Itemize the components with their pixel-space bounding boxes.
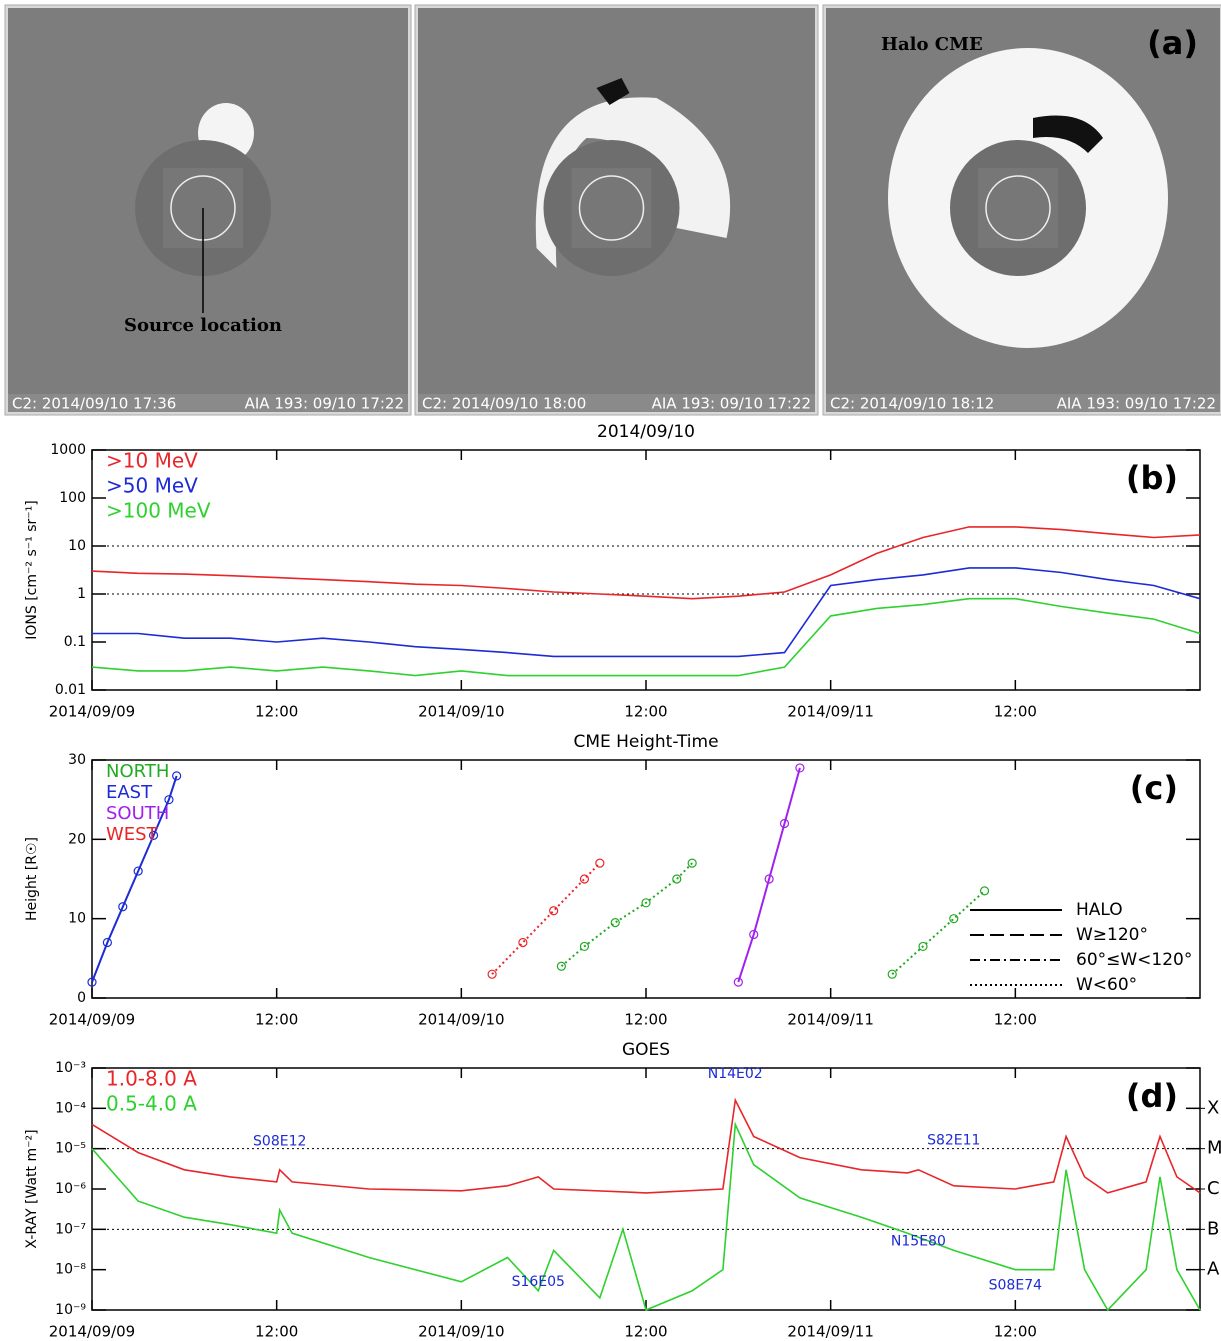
chart-title: 2014/09/10 xyxy=(597,422,695,442)
legend-entry: 0.5-4.0 A xyxy=(106,1092,197,1116)
x-tick-label: 2014/09/09 xyxy=(49,1323,135,1341)
y-tick-label: 1000 xyxy=(50,442,86,458)
flare-label: S08E12 xyxy=(253,1134,306,1150)
y-tick-label: 0.1 xyxy=(64,634,86,650)
legend-entry: SOUTH xyxy=(106,803,169,824)
style-legend-label: 60°≤W<120° xyxy=(1076,950,1192,970)
x-tick-label: 2014/09/09 xyxy=(49,703,135,721)
plot-frame xyxy=(92,760,1200,998)
data-point xyxy=(557,962,565,970)
style-legend-label: W≥120° xyxy=(1076,925,1148,945)
legend-entry: >50 MeV xyxy=(106,474,198,498)
coronagraph-image: C2: 2014/09/10 17:36 AIA 193: 09/10 17:22… xyxy=(5,5,411,415)
y-tick-label: 100 xyxy=(59,490,86,506)
y2-tick-label: B xyxy=(1207,1218,1219,1239)
y2-tick-label: X xyxy=(1207,1097,1219,1118)
y-axis-label: Height [R☉] xyxy=(24,837,40,921)
x-tick-label: 12:00 xyxy=(255,1011,298,1029)
panel-label: (a) xyxy=(1147,24,1198,62)
image-annotation: Halo CME xyxy=(881,34,983,55)
legend-entry: >100 MeV xyxy=(106,499,211,523)
x-tick-label: 12:00 xyxy=(255,1323,298,1341)
x-tick-label: 12:00 xyxy=(994,1011,1037,1029)
x-tick-label: 12:00 xyxy=(624,703,667,721)
x-tick-label: 12:00 xyxy=(994,703,1037,721)
y-tick-label: 0.01 xyxy=(55,682,86,698)
figure: C2: 2014/09/10 17:36 AIA 193: 09/10 17:22… xyxy=(0,0,1221,1341)
x-tick-label: 12:00 xyxy=(624,1323,667,1341)
data-point xyxy=(550,907,558,915)
image-caption: AIA 193: 09/10 17:22 xyxy=(245,395,404,413)
flare-label: S08E74 xyxy=(989,1278,1042,1294)
image-caption: AIA 193: 09/10 17:22 xyxy=(1057,395,1216,413)
image-caption: C2: 2014/09/10 17:36 xyxy=(12,395,176,413)
y-tick-label: 20 xyxy=(68,831,86,847)
flare-label: S16E05 xyxy=(512,1274,565,1290)
y-tick-label: 10⁻⁷ xyxy=(55,1221,86,1237)
aia-inset xyxy=(978,168,1058,248)
y-axis-label: IONS [cm⁻² s⁻¹ sr⁻¹] xyxy=(24,500,40,639)
coronagraph-image: C2: 2014/09/10 18:00 AIA 193: 09/10 17:22 xyxy=(415,5,818,415)
legend-entry: NORTH xyxy=(106,761,169,782)
plot-frame xyxy=(92,1068,1200,1310)
image-caption: AIA 193: 09/10 17:22 xyxy=(652,395,811,413)
flare-label: S82E11 xyxy=(927,1132,980,1148)
y-tick-label: 10⁻⁹ xyxy=(55,1302,86,1318)
y-tick-label: 10⁻⁴ xyxy=(55,1100,86,1116)
x-tick-label: 2014/09/09 xyxy=(49,1011,135,1029)
x-tick-label: 12:00 xyxy=(994,1323,1037,1341)
y-tick-label: 10⁻⁸ xyxy=(55,1262,86,1278)
x-tick-label: 2014/09/10 xyxy=(418,1323,504,1341)
y-tick-label: 10 xyxy=(68,911,86,927)
x-tick-label: 12:00 xyxy=(624,1011,667,1029)
y2-tick-label: M xyxy=(1207,1138,1221,1159)
panel-label: (b) xyxy=(1126,459,1178,497)
y2-tick-label: C xyxy=(1207,1178,1220,1199)
y-tick-label: 0 xyxy=(77,990,86,1006)
y-tick-label: 1 xyxy=(77,586,86,602)
y-tick-label: 10⁻⁵ xyxy=(55,1141,86,1157)
x-tick-label: 2014/09/10 xyxy=(418,1011,504,1029)
style-legend-label: W<60° xyxy=(1076,975,1137,995)
legend-entry: EAST xyxy=(106,782,153,803)
y-tick-label: 10⁻³ xyxy=(55,1060,86,1076)
aia-inset xyxy=(572,168,652,248)
legend-entry: WEST xyxy=(106,824,159,845)
x-tick-label: 2014/09/11 xyxy=(787,703,873,721)
legend-entry: >10 MeV xyxy=(106,449,198,473)
x-tick-label: 2014/09/10 xyxy=(418,703,504,721)
chart-title: CME Height-Time xyxy=(573,732,718,752)
flare-label: N15E80 xyxy=(891,1233,946,1249)
image-caption: C2: 2014/09/10 18:12 xyxy=(830,395,994,413)
coronagraph-image: C2: 2014/09/10 18:12 AIA 193: 09/10 17:22… xyxy=(823,5,1221,415)
y-tick-label: 10⁻⁶ xyxy=(55,1181,86,1197)
chart-title: GOES xyxy=(622,1040,670,1060)
y-axis-label: X-RAY [Watt m⁻²] xyxy=(24,1129,40,1248)
legend-entry: 1.0-8.0 A xyxy=(106,1067,197,1091)
series-line xyxy=(92,568,1200,657)
y-tick-label: 30 xyxy=(68,752,86,768)
flare-label: N14E02 xyxy=(708,1066,763,1082)
panel-label: (d) xyxy=(1126,1077,1178,1115)
y-tick-label: 10 xyxy=(68,538,86,554)
image-annotation: Source location xyxy=(124,315,282,336)
x-tick-label: 12:00 xyxy=(255,703,298,721)
style-legend-label: HALO xyxy=(1076,900,1123,920)
x-tick-label: 2014/09/11 xyxy=(787,1323,873,1341)
series-line xyxy=(92,527,1200,599)
series-line xyxy=(92,599,1200,676)
fit-line xyxy=(492,863,600,974)
image-caption: C2: 2014/09/10 18:00 xyxy=(422,395,586,413)
y2-tick-label: A xyxy=(1207,1259,1220,1280)
x-tick-label: 2014/09/11 xyxy=(787,1011,873,1029)
panel-label: (c) xyxy=(1130,769,1178,807)
